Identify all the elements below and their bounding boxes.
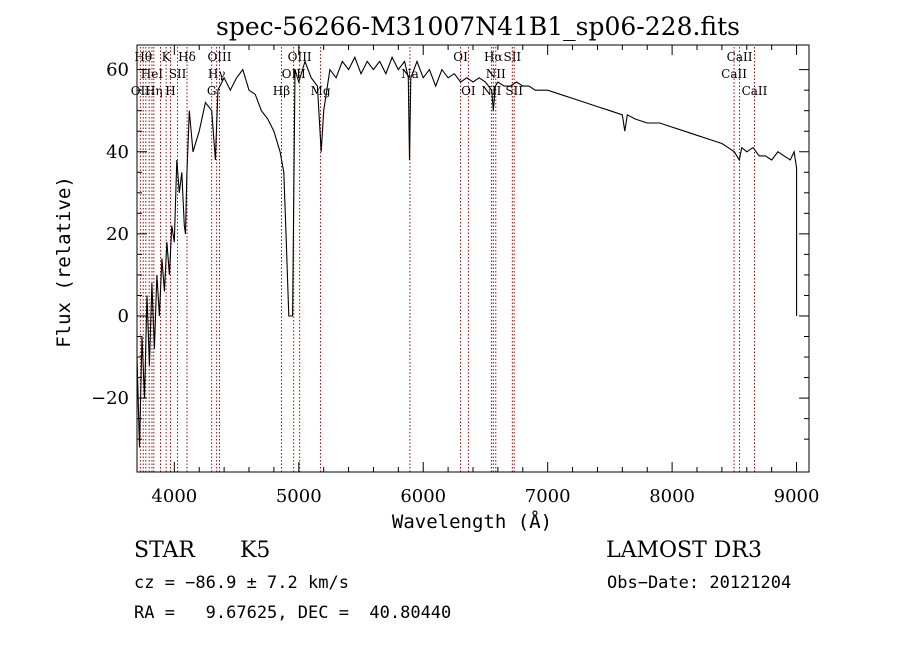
line-marker-label: OI <box>453 50 468 64</box>
line-marker-label: SII <box>505 84 523 98</box>
object-subclass: K5 <box>240 538 271 563</box>
line-marker-label: CaII <box>742 84 768 98</box>
line-marker-label: OIII <box>288 50 312 64</box>
y-tick-label: 20 <box>106 224 129 245</box>
line-marker-label: Hα <box>484 50 503 64</box>
redshift-line: cz = −86.9 ± 7.2 km/s <box>134 573 349 593</box>
plot-frame <box>136 44 810 473</box>
line-marker-label: NII <box>486 67 506 81</box>
x-tick-label: 4000 <box>151 486 197 507</box>
line-marker-label: H <box>165 84 175 98</box>
line-marker-label: Hδ <box>178 50 196 64</box>
line-marker-label: OIII <box>207 50 231 64</box>
x-tick-label: 9000 <box>774 486 820 507</box>
line-marker-label: Hη <box>145 84 163 98</box>
y-tick-label: 40 <box>106 142 129 163</box>
x-axis-label: Wavelength (Å) <box>392 510 552 533</box>
line-marker-label: OII <box>131 84 151 98</box>
x-tick-label: 8000 <box>649 486 695 507</box>
line-marker-label: CaII <box>721 67 747 81</box>
y-axis-ticks: −20 0 20 40 60 <box>91 60 809 440</box>
line-marker-label: OI <box>461 84 476 98</box>
line-marker-label: SII <box>503 50 521 64</box>
line-marker-label: SII <box>169 67 187 81</box>
line-marker-label: Hβ <box>273 84 290 98</box>
chart-title: spec-56266-M31007N41B1_sp06-228.fits <box>216 12 740 41</box>
x-axis-ticks: 4000 5000 6000 7000 8000 9000 <box>151 45 819 507</box>
line-marker-label: CaII <box>727 50 753 64</box>
y-tick-label: 60 <box>106 60 129 81</box>
y-axis-label: Flux (relative) <box>53 176 75 348</box>
x-tick-label: 5000 <box>276 486 322 507</box>
line-marker-label: G <box>207 84 217 98</box>
coordinates-line: RA = 9.67625, DEC = 40.80440 <box>134 603 452 623</box>
y-tick-label: −20 <box>91 388 129 409</box>
line-marker-label: K <box>162 50 172 64</box>
line-marker-label: Hγ <box>208 67 226 81</box>
x-tick-label: 6000 <box>400 486 446 507</box>
obs-date-line: Obs−Date: 20121204 <box>607 573 792 593</box>
line-marker-label: Na <box>401 67 419 81</box>
x-tick-label: 7000 <box>525 486 571 507</box>
line-marker-label: HeI <box>141 67 164 81</box>
y-tick-label: 0 <box>118 306 129 327</box>
survey-label: LAMOST DR3 <box>606 538 762 563</box>
object-class: STAR <box>134 538 195 563</box>
emission-line-labels: OIIHθHeIHηKHSIIHδGHγOIIIHβOIIIOIIIMgNaOI… <box>131 50 768 98</box>
line-marker-label: Hθ <box>134 50 152 64</box>
spectrum-line <box>136 55 798 448</box>
emission-line-markers <box>139 47 755 472</box>
